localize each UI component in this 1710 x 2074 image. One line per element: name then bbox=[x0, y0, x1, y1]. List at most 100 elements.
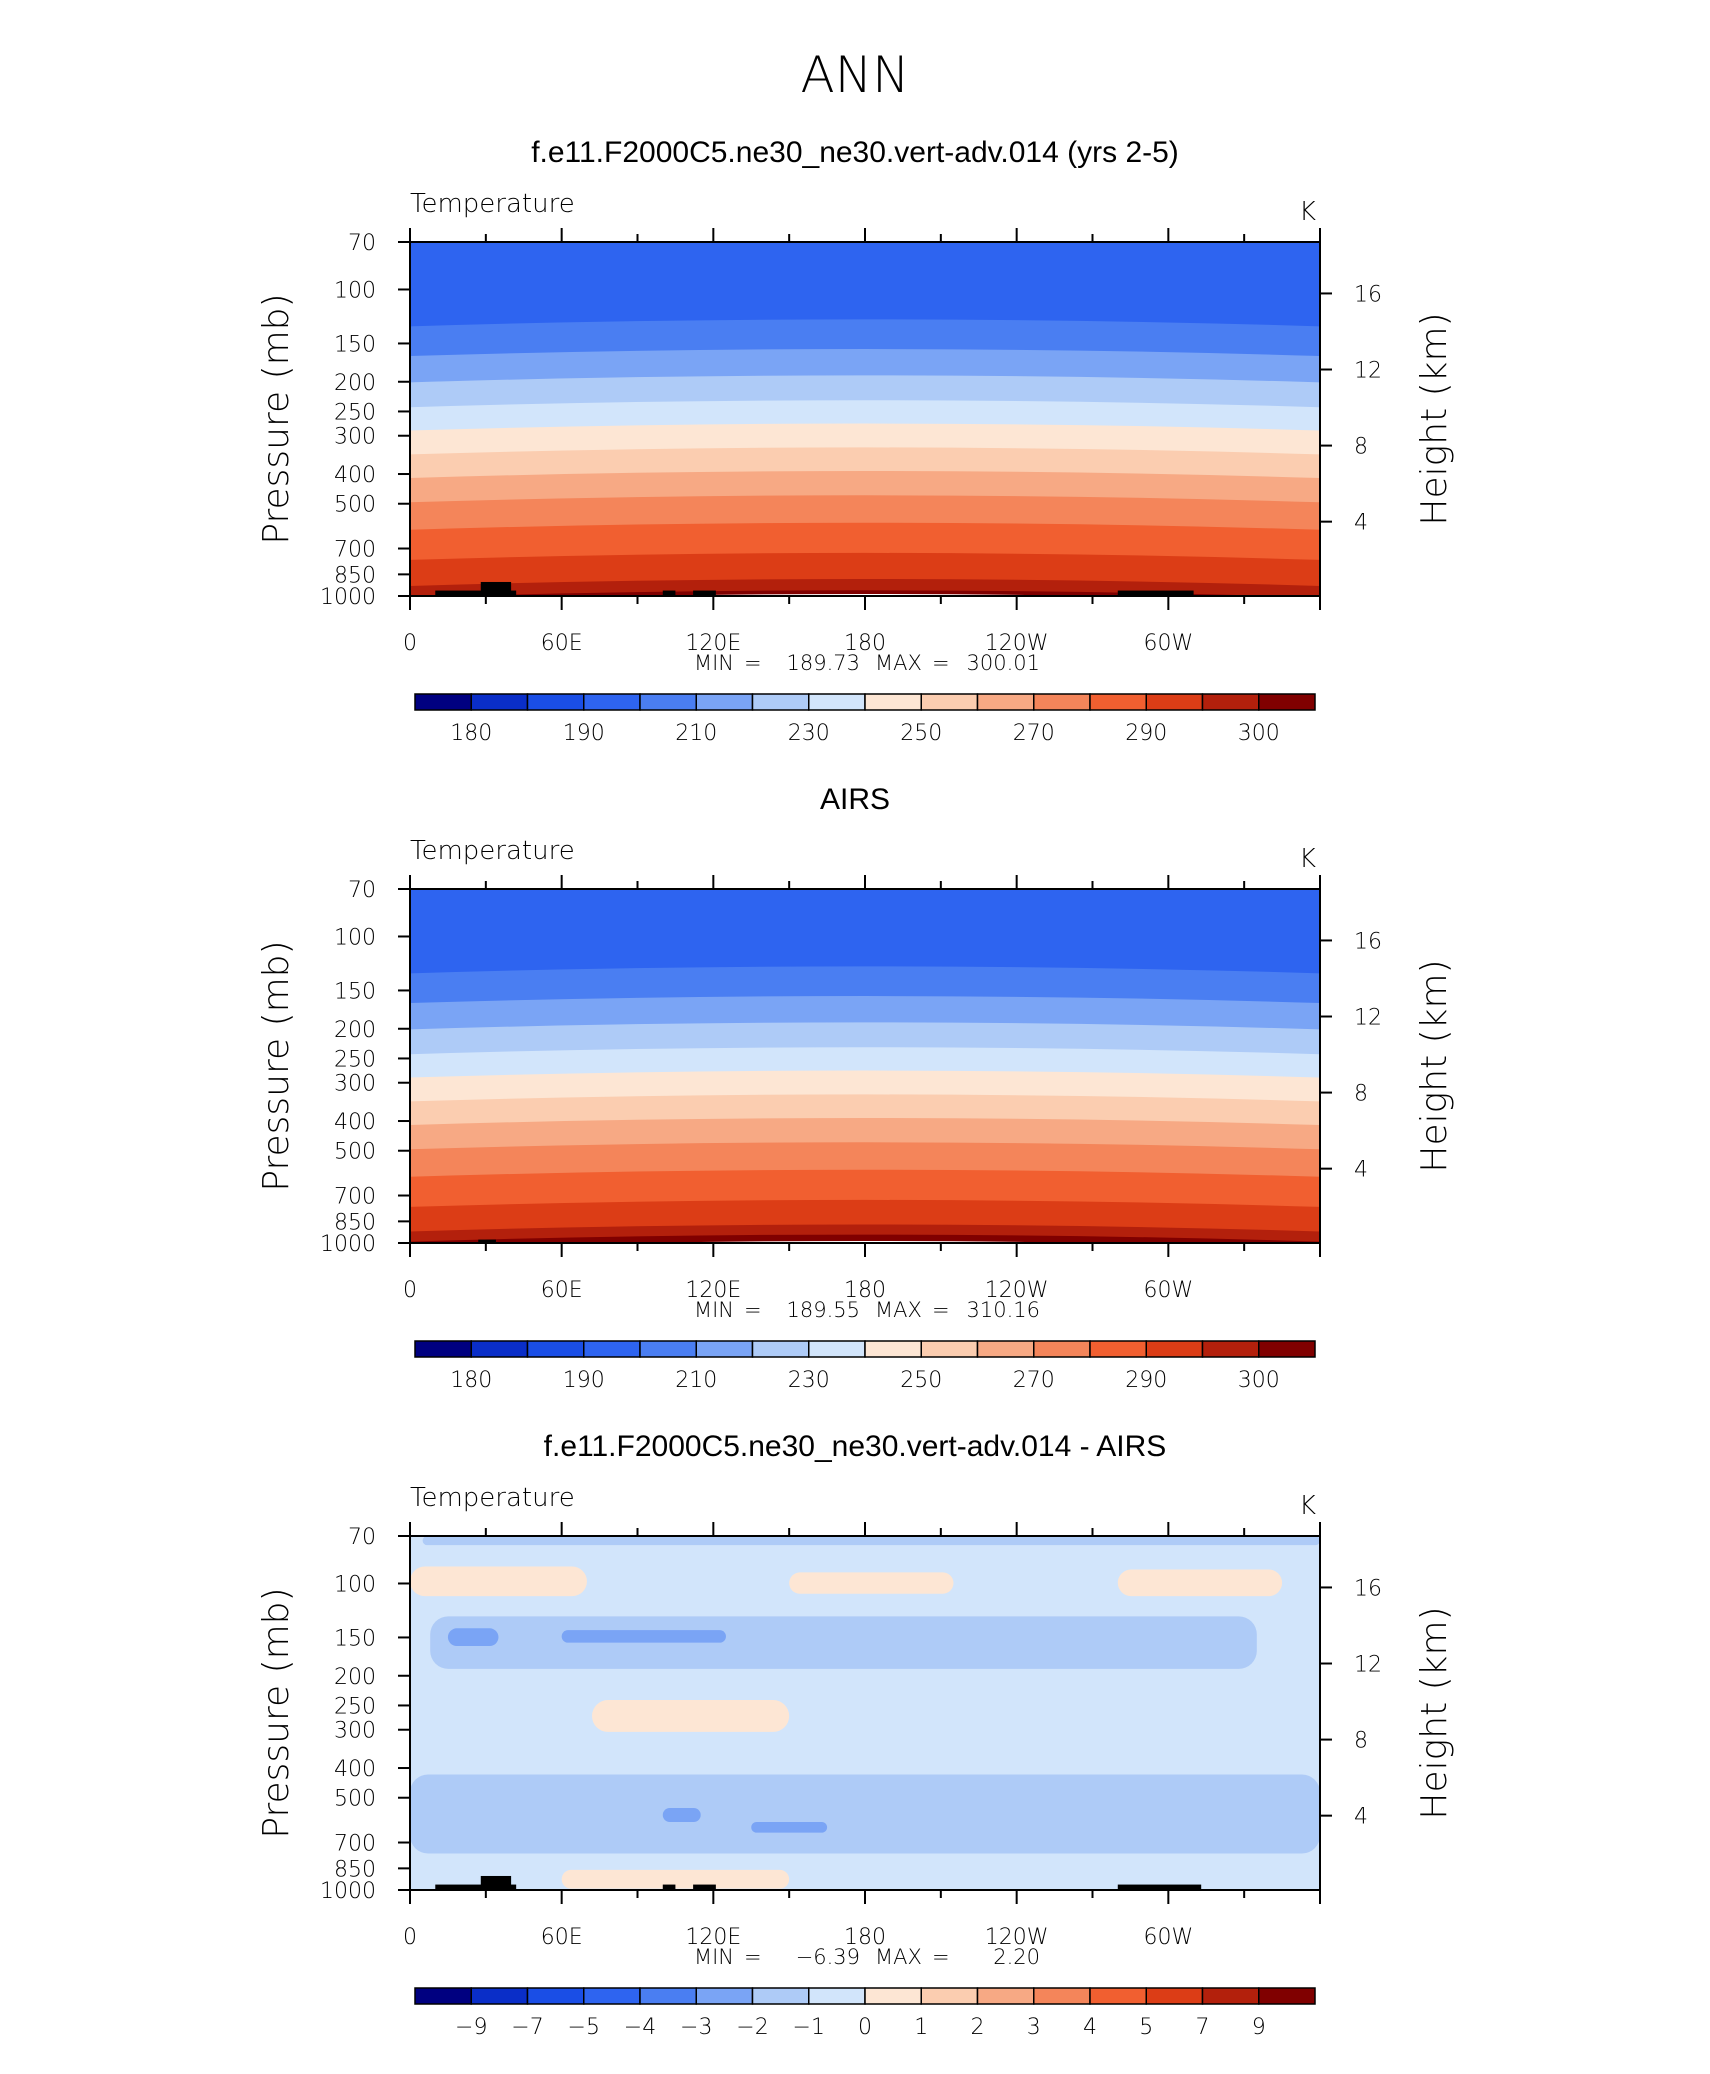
colorbar-box bbox=[526, 693, 585, 711]
y-tick-label: 100 bbox=[334, 1572, 376, 1597]
y-axis-label: Pressure (mb) bbox=[256, 940, 297, 1191]
y-tick-label: 500 bbox=[334, 1140, 376, 1165]
colorbar-label: 300 bbox=[1238, 1368, 1280, 1393]
colorbar-box bbox=[583, 1987, 641, 2005]
y-tick-label: 200 bbox=[334, 371, 376, 396]
colorbar-box bbox=[695, 1340, 754, 1358]
colorbar-label: 4 bbox=[1083, 2015, 1097, 2040]
y-tick-label: 700 bbox=[334, 1832, 376, 1857]
y-tick-label: 500 bbox=[334, 1787, 376, 1812]
contour-band bbox=[410, 242, 1320, 329]
colorbar-label: 290 bbox=[1125, 1368, 1167, 1393]
colorbar-box bbox=[976, 1987, 1035, 2005]
colorbar-box bbox=[1201, 693, 1260, 711]
colorbar-label: 2 bbox=[971, 2015, 985, 2040]
contour-band bbox=[410, 552, 1320, 588]
stat-max-value: 310.16 bbox=[967, 1298, 1040, 1322]
panel-title: f.e11.F2000C5.ne30_ne30.vert-adv.014 - A… bbox=[544, 1430, 1167, 1463]
y2-tick-label: 16 bbox=[1354, 1576, 1382, 1601]
contour-band bbox=[410, 996, 1320, 1032]
colorbar: −9 −7 −5 −4 −3 −2 −1 0 1 2 3 4 5 7 9 bbox=[414, 1987, 1316, 2040]
contour-region bbox=[430, 1616, 1257, 1669]
contour-region bbox=[410, 1566, 587, 1597]
stat-min-value: −6.39 bbox=[796, 1945, 860, 1969]
colorbar-label: 9 bbox=[1252, 2015, 1266, 2040]
contour-band bbox=[410, 1142, 1320, 1179]
y2-tick-label: 12 bbox=[1354, 1653, 1382, 1678]
land-mask bbox=[435, 1884, 517, 1890]
contour-band bbox=[410, 1022, 1320, 1057]
contour-band bbox=[410, 495, 1320, 532]
land-mask bbox=[1117, 1884, 1202, 1890]
y-tick-label: 700 bbox=[334, 1185, 376, 1210]
colorbar-box bbox=[414, 1987, 472, 2005]
contour-region bbox=[662, 1807, 701, 1822]
contour-band bbox=[410, 1169, 1320, 1209]
x-tick-label: 120E bbox=[685, 1925, 741, 1950]
colorbar-label: 0 bbox=[858, 2015, 872, 2040]
y-tick-label: 400 bbox=[334, 1110, 376, 1135]
colorbar-box bbox=[1089, 693, 1147, 711]
y2-tick-label: 4 bbox=[1354, 1805, 1368, 1830]
contour-band bbox=[410, 1047, 1320, 1080]
land-mask bbox=[435, 590, 517, 596]
colorbar-box bbox=[639, 1340, 697, 1358]
colorbar-label: 250 bbox=[900, 1368, 942, 1393]
colorbar-box bbox=[864, 693, 922, 711]
land-mask bbox=[480, 581, 512, 596]
y-axis-label: Pressure (mb) bbox=[256, 293, 297, 544]
stat-max-value: 2.20 bbox=[993, 1945, 1040, 1969]
colorbar-box bbox=[920, 1340, 979, 1358]
x-tick-label: 60E bbox=[541, 631, 583, 656]
contour-band bbox=[410, 319, 1320, 359]
y2-tick-label: 12 bbox=[1354, 359, 1382, 384]
contour-region bbox=[410, 1774, 1320, 1854]
colorbar-label: 190 bbox=[563, 721, 605, 746]
panel-title: f.e11.F2000C5.ne30_ne30.vert-adv.014 (yr… bbox=[531, 136, 1179, 169]
y-tick-label: 1000 bbox=[320, 1879, 376, 1904]
contour-band bbox=[410, 375, 1320, 410]
contour-band bbox=[410, 423, 1320, 457]
colorbar-label: 210 bbox=[675, 1368, 717, 1393]
colorbar-label: −1 bbox=[793, 2015, 825, 2040]
x-tick-label: 60W bbox=[1143, 1278, 1193, 1303]
y-tick-label: 100 bbox=[334, 925, 376, 950]
colorbar-label: 180 bbox=[450, 1368, 492, 1393]
x-tick-label: 120W bbox=[985, 1278, 1049, 1303]
y-tick-label: 250 bbox=[334, 400, 376, 425]
colorbar-box bbox=[1258, 1987, 1316, 2005]
land-mask bbox=[693, 1884, 716, 1890]
x-tick-label: 0 bbox=[403, 631, 417, 656]
y2-tick-label: 8 bbox=[1354, 1729, 1368, 1754]
colorbar-label: 5 bbox=[1139, 2015, 1153, 2040]
y2-tick-label: 8 bbox=[1354, 1082, 1368, 1107]
colorbar-label: −2 bbox=[736, 2015, 768, 2040]
contour-band bbox=[410, 400, 1320, 433]
stat-max-value: 300.01 bbox=[967, 651, 1040, 675]
y-tick-label: 200 bbox=[334, 1018, 376, 1043]
colorbar-box bbox=[751, 693, 810, 711]
stat-equals: = bbox=[932, 1945, 950, 1969]
colorbar-label: 270 bbox=[1013, 721, 1055, 746]
y2-tick-label: 4 bbox=[1354, 511, 1368, 536]
variable-label: Temperature bbox=[410, 836, 575, 866]
contour-field bbox=[410, 889, 1320, 1243]
y-tick-label: 70 bbox=[348, 878, 376, 903]
contour-band bbox=[410, 578, 1320, 596]
y-tick-label: 100 bbox=[334, 278, 376, 303]
y-tick-label: 70 bbox=[348, 231, 376, 256]
colorbar-box bbox=[583, 1340, 641, 1358]
y2-tick-label: 12 bbox=[1354, 1006, 1382, 1031]
stat-equals: = bbox=[932, 651, 950, 675]
colorbar-label: 230 bbox=[788, 1368, 830, 1393]
colorbar-box bbox=[1145, 693, 1204, 711]
colorbar-label: 1 bbox=[914, 2015, 928, 2040]
x-tick-label: 120E bbox=[685, 631, 741, 656]
stat-max-label: MAX bbox=[875, 1945, 922, 1969]
contour-band bbox=[455, 590, 1275, 596]
colorbar-box bbox=[1201, 1987, 1260, 2005]
contour-band bbox=[410, 471, 1320, 505]
colorbar: 180 190 210 230 250 270 290 300 bbox=[414, 693, 1316, 746]
x-tick-label: 0 bbox=[403, 1925, 417, 1950]
contour-band bbox=[410, 889, 1320, 976]
